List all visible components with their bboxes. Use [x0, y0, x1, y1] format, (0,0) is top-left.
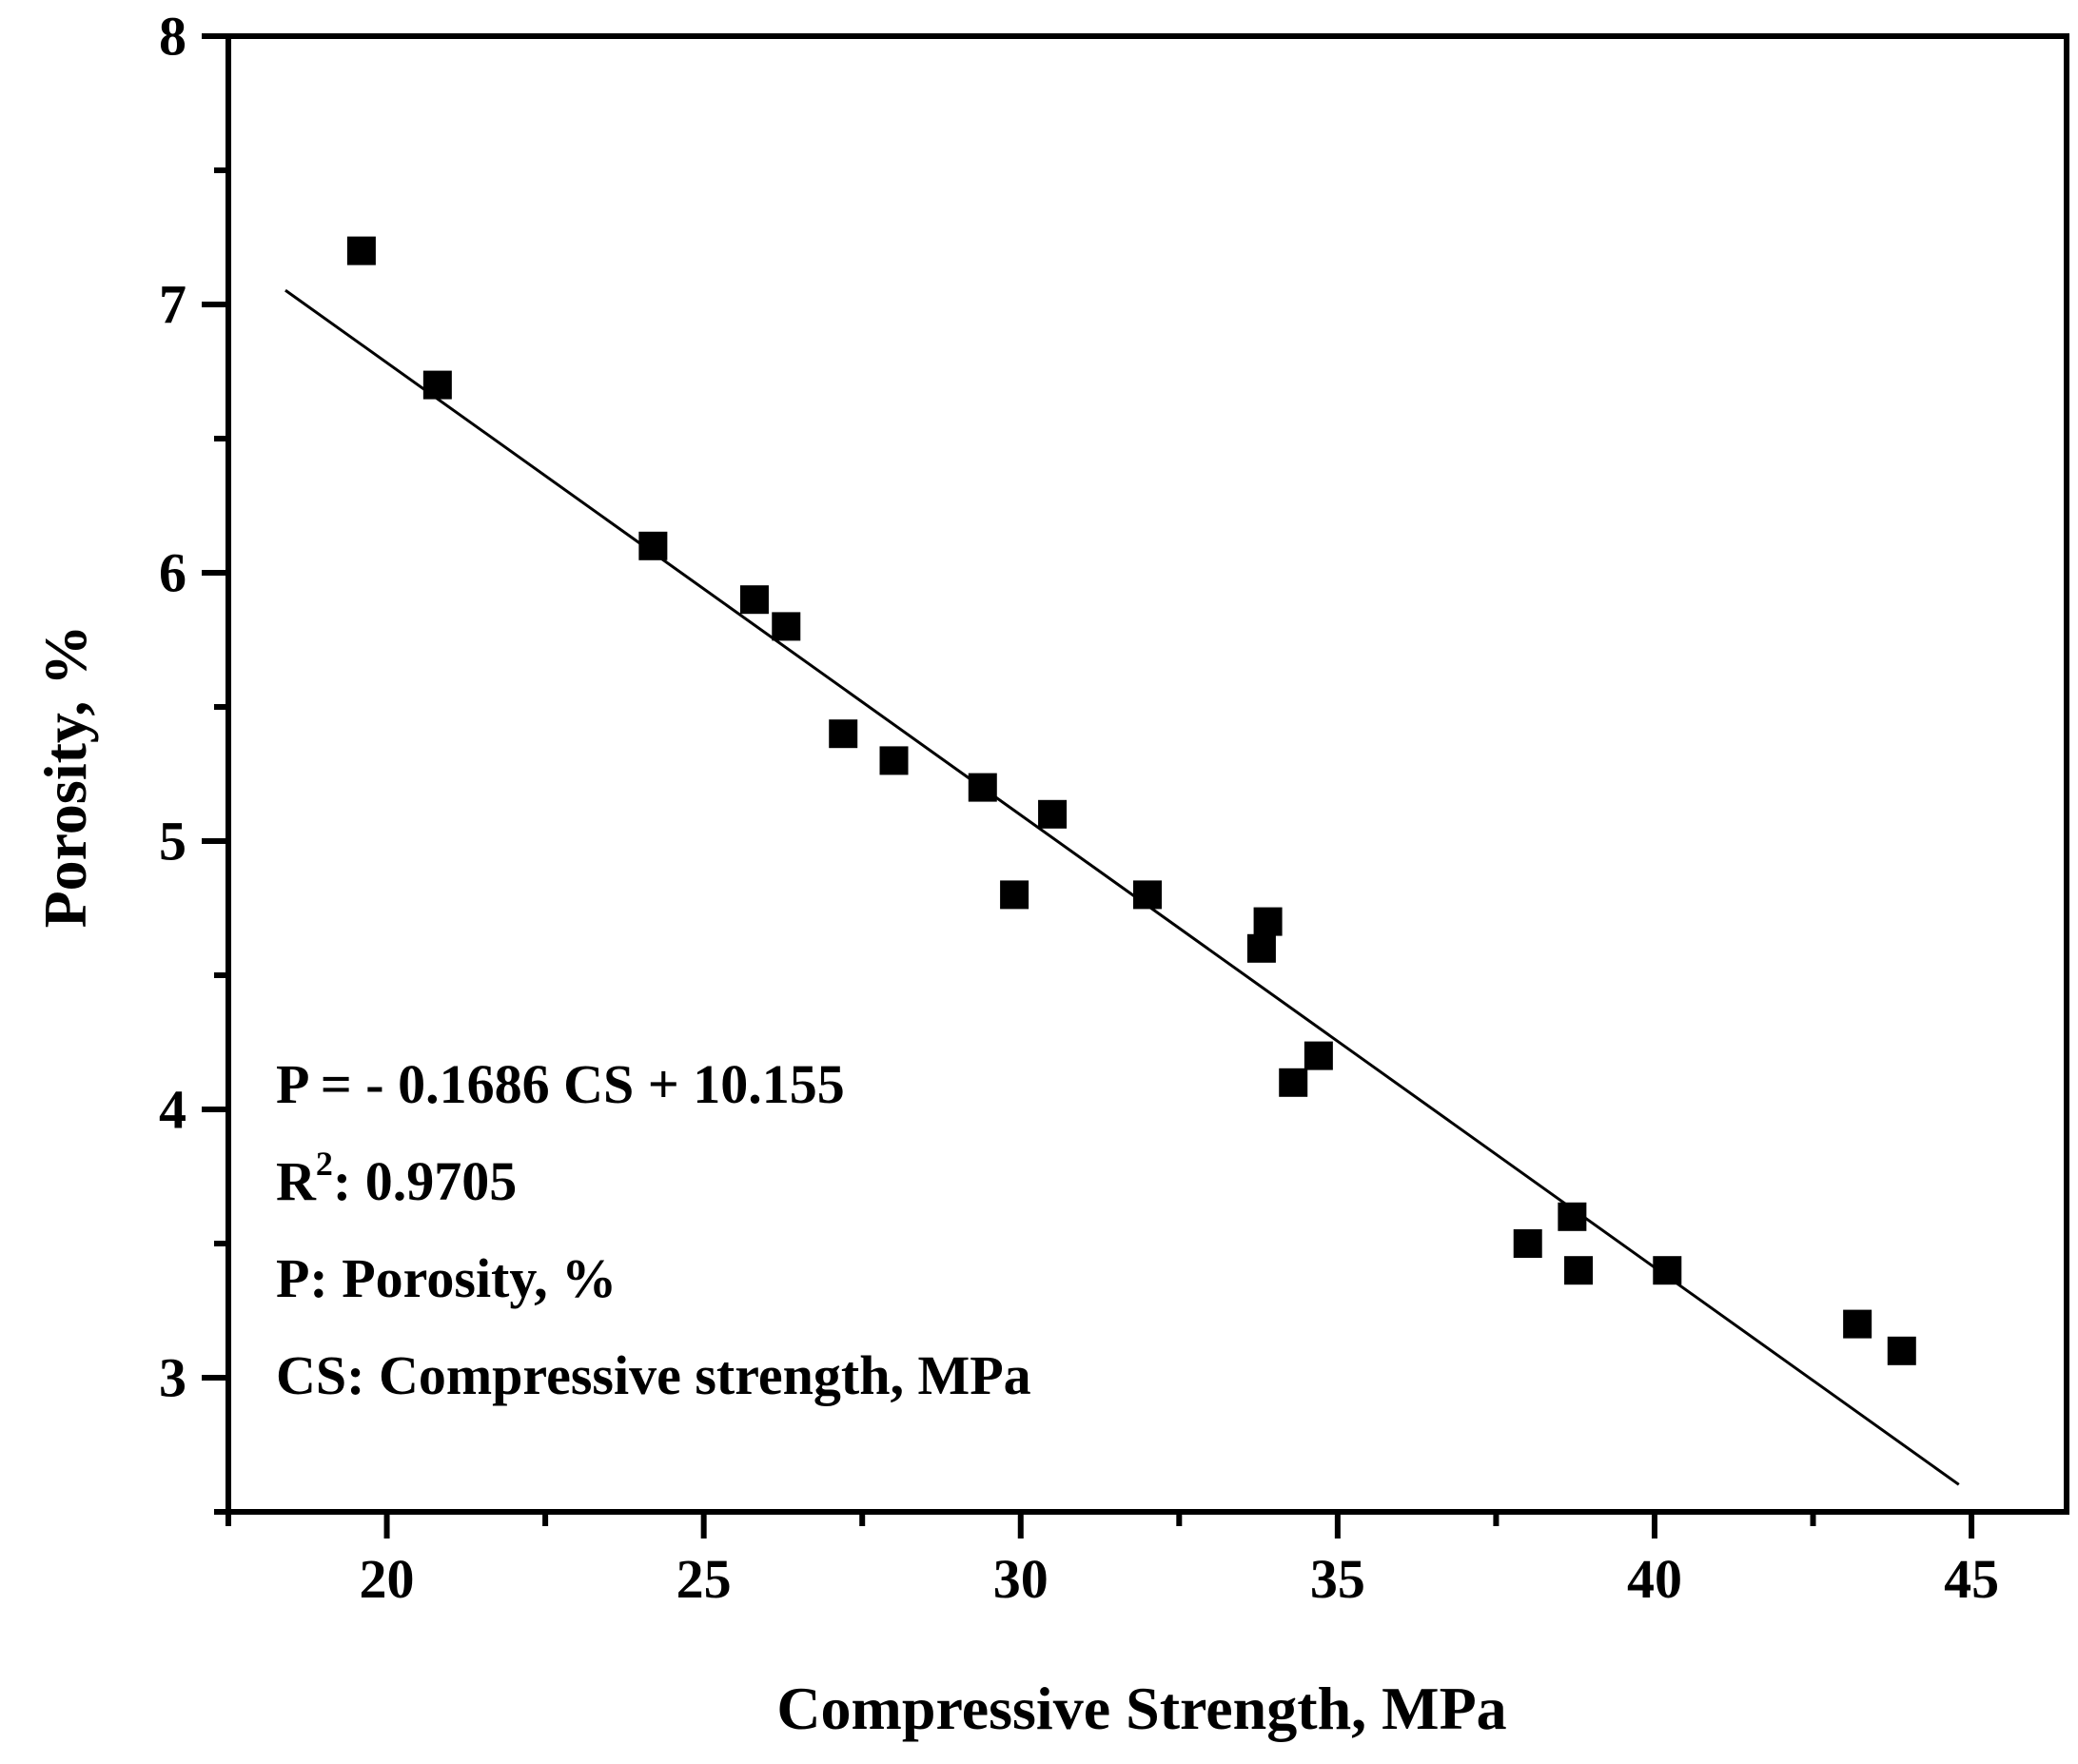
data-point: [1513, 1229, 1542, 1258]
x-tick-label: 25: [676, 1548, 732, 1610]
data-point: [1304, 1041, 1333, 1070]
data-point: [638, 531, 668, 560]
plot-frame: [225, 33, 2069, 1515]
x-tick-label: 40: [1627, 1548, 1682, 1610]
x-tick-label: 45: [1944, 1548, 1999, 1610]
x-tick-label: 30: [993, 1548, 1049, 1610]
x-axis-tick-labels: 20 25 30 35 40 45: [360, 1548, 2000, 1610]
data-point: [1246, 933, 1276, 963]
porosity-definition: P: Porosity, %: [276, 1247, 617, 1309]
data-point: [346, 236, 376, 265]
y-axis-tick-labels: 3 4 5 6 7 8: [159, 6, 186, 1409]
data-point: [1564, 1256, 1594, 1285]
x-tick-label: 35: [1310, 1548, 1365, 1610]
data-point: [1000, 880, 1029, 910]
y-tick-label: 3: [159, 1347, 186, 1409]
x-axis-ticks: [225, 1512, 1975, 1539]
data-point: [1253, 907, 1283, 936]
r-squared-superscript: 2: [316, 1145, 333, 1183]
data-point: [1653, 1256, 1682, 1285]
data-point: [1279, 1068, 1308, 1097]
data-points: [346, 236, 1916, 1365]
x-axis-title: Compressive Strength, MPa: [776, 1675, 1506, 1742]
regression-line: [284, 288, 1960, 1486]
regression-equation: P = - 0.1686 CS + 10.155: [276, 1053, 845, 1115]
y-tick-label: 7: [159, 274, 186, 336]
data-point: [968, 773, 997, 802]
r-squared-value: : 0.9705: [333, 1150, 517, 1212]
data-point: [1038, 799, 1068, 829]
data-point: [1843, 1309, 1872, 1339]
data-point: [1558, 1202, 1587, 1231]
y-tick-label: 4: [159, 1079, 186, 1141]
y-axis-title: Porosity, %: [31, 625, 99, 929]
data-point: [772, 612, 801, 641]
y-axis-ticks: [202, 33, 228, 1515]
y-tick-label: 6: [159, 542, 186, 604]
y-tick-label: 8: [159, 6, 186, 68]
data-point: [422, 370, 452, 400]
data-point: [1887, 1336, 1916, 1365]
x-tick-label: 20: [360, 1548, 415, 1610]
r-squared-prefix: R: [276, 1150, 317, 1212]
cs-definition: CS: Compressive strength, MPa: [276, 1344, 1031, 1406]
y-tick-label: 5: [159, 811, 186, 872]
r-squared-annotation: R2: 0.9705: [276, 1145, 517, 1212]
data-point: [879, 746, 909, 775]
data-point: [829, 719, 858, 749]
data-point: [1133, 880, 1162, 910]
data-point: [739, 585, 769, 615]
